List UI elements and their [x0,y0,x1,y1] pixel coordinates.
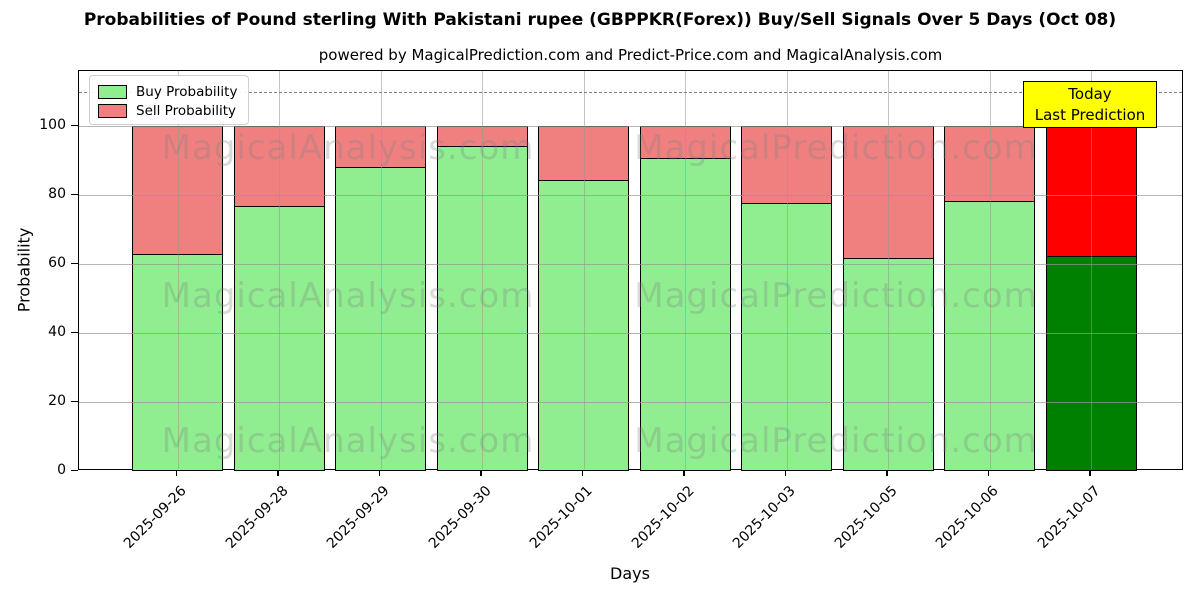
legend-sell-label: Sell Probability [136,102,237,119]
plot-area: MagicalAnalysis.com MagicalPrediction.com… [78,70,1183,471]
x-tick [987,470,990,476]
x-tick [480,470,482,476]
y-tick [71,124,78,127]
sell-segment [842,126,934,259]
y-tick [71,193,78,196]
chart-title: Probabilities of Pound sterling With Pak… [83,10,1117,30]
sell-segment [132,126,223,256]
x-tick [378,470,381,476]
buy-segment [538,180,629,471]
sell-segment [335,126,426,168]
x-tick [175,470,178,476]
y-tick [71,262,78,265]
sell-segment [944,126,1035,203]
buy-segment [335,166,426,471]
y-tick [71,400,78,403]
legend-item-buy: Buy Probability [98,82,240,101]
buy-segment [842,257,934,471]
y-tick-label: 60 [48,255,66,272]
buy-segment [1045,256,1137,471]
today-annotation-line2: Last Prediction [1034,105,1146,124]
x-tick [277,470,279,476]
sell-segment [233,126,325,208]
chart-subtitle: powered by MagicalPrediction.com and Pre… [318,46,943,64]
x-tick [784,470,787,476]
y-tick [71,331,78,334]
legend: Buy Probability Sell Probability [89,75,249,125]
sell-segment [436,126,528,147]
y-tick-label: 40 [48,324,66,341]
sell-segment [741,126,832,204]
y-tick-label: 80 [48,186,66,203]
today-annotation-box: Today Last Prediction [1023,81,1157,128]
y-tick [71,469,78,471]
buy-segment [639,157,731,471]
x-tick [886,470,888,476]
legend-item-sell: Sell Probability [98,101,240,120]
sell-segment [639,126,731,159]
x-tick [1089,470,1091,476]
buy-segment [233,206,325,471]
sell-segment [1045,126,1137,258]
y-tick-label: 20 [48,393,66,410]
x-axis-title: Days [610,564,650,583]
y-tick-label: 0 [57,462,66,478]
x-tick [683,470,685,476]
sell-segment [538,126,629,182]
x-tick [581,470,584,476]
buy-segment [132,254,223,471]
buy-swatch-icon [98,84,127,99]
buy-segment [436,145,528,471]
y-tick-label: 100 [39,117,66,134]
sell-swatch-icon [98,103,127,118]
buy-segment [741,202,832,471]
buy-segment [944,201,1035,471]
today-annotation-line1: Today [1068,84,1112,103]
y-axis-title: Probability [14,227,34,313]
legend-buy-label: Buy Probability [136,83,238,100]
